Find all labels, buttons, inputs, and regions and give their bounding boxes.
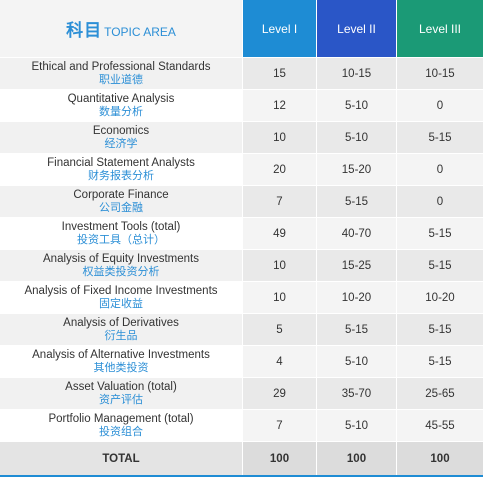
topic-header-zh: 科目	[66, 21, 103, 40]
topic-name-zh: 固定收益	[99, 297, 143, 310]
table-row: Economics 经济学 10 5-10 5-15	[0, 121, 483, 153]
topic-name-zh: 数量分析	[99, 105, 143, 118]
total-label: TOTAL	[0, 441, 242, 475]
topic-name-en: Analysis of Alternative Investments	[32, 348, 210, 361]
level-2-weight: 10-15	[316, 57, 396, 89]
level-3-total: 100	[396, 441, 483, 475]
level-3-weight: 25-65	[396, 377, 483, 409]
topic-name-en: Analysis of Derivatives	[63, 316, 179, 329]
topic-name-zh: 经济学	[104, 137, 138, 150]
table-row: Analysis of Derivatives 衍生品 5 5-15 5-15	[0, 313, 483, 345]
level-2-weight: 10-20	[316, 281, 396, 313]
table-row: Financial Statement Analysts 财务报表分析 20 15…	[0, 153, 483, 185]
level-1-weight: 10	[242, 249, 316, 281]
topic-name-zh: 其他类投资	[93, 361, 149, 374]
topic-cell: Analysis of Alternative Investments 其他类投资	[0, 345, 242, 377]
topic-area-header: 科目 TOPIC AREA	[0, 0, 242, 57]
topic-name-en: Investment Tools (total)	[61, 220, 181, 233]
topic-name-zh: 投资组合	[99, 425, 143, 438]
level-3-weight: 45-55	[396, 409, 483, 441]
topic-cell: Economics 经济学	[0, 121, 242, 153]
topic-name-en: Asset Valuation (total)	[65, 380, 177, 393]
level-1-weight: 20	[242, 153, 316, 185]
topic-name-zh: 投资工具（总计）	[77, 233, 165, 246]
topic-cell: Analysis of Derivatives 衍生品	[0, 313, 242, 345]
topic-cell: Quantitative Analysis 数量分析	[0, 89, 242, 121]
topic-name-en: Analysis of Fixed Income Investments	[24, 284, 218, 297]
topic-header-en: TOPIC AREA	[104, 25, 176, 39]
table-row: Portfolio Management (total) 投资组合 7 5-10 …	[0, 409, 483, 441]
level-2-weight: 5-15	[316, 313, 396, 345]
level-3-weight: 10-20	[396, 281, 483, 313]
level-3-weight: 10-15	[396, 57, 483, 89]
topic-name-zh: 公司金融	[99, 201, 143, 214]
total-row: TOTAL 100 100 100	[0, 441, 483, 475]
level-1-weight: 5	[242, 313, 316, 345]
topic-name-en: Financial Statement Analysts	[47, 156, 195, 169]
table-row: Analysis of Equity Investments 权益类投资分析 10…	[0, 249, 483, 281]
level-1-total: 100	[242, 441, 316, 475]
level-1-header: Level I	[242, 0, 316, 57]
level-2-weight: 5-15	[316, 185, 396, 217]
topic-name-en: Portfolio Management (total)	[48, 412, 194, 425]
topic-name-zh: 职业道德	[99, 73, 143, 86]
level-1-weight: 7	[242, 185, 316, 217]
table-row: Analysis of Fixed Income Investments 固定收益…	[0, 281, 483, 313]
level-3-header: Level III	[396, 0, 483, 57]
topic-cell: Financial Statement Analysts 财务报表分析	[0, 153, 242, 185]
level-1-weight: 49	[242, 217, 316, 249]
level-1-weight: 4	[242, 345, 316, 377]
table-row: Corporate Finance 公司金融 7 5-15 0	[0, 185, 483, 217]
level-2-weight: 40-70	[316, 217, 396, 249]
level-3-weight: 0	[396, 185, 483, 217]
level-3-weight: 0	[396, 153, 483, 185]
level-2-total: 100	[316, 441, 396, 475]
topic-name-en: Quantitative Analysis	[67, 92, 175, 105]
topic-name-zh: 资产评估	[99, 393, 143, 406]
topic-name-zh: 衍生品	[104, 329, 138, 342]
level-2-header: Level II	[316, 0, 396, 57]
topic-name-en: Analysis of Equity Investments	[43, 252, 199, 265]
level-1-weight: 10	[242, 121, 316, 153]
topic-cell: Investment Tools (total) 投资工具（总计）	[0, 217, 242, 249]
table-row: Analysis of Alternative Investments 其他类投资…	[0, 345, 483, 377]
level-1-weight: 29	[242, 377, 316, 409]
level-3-weight: 5-15	[396, 345, 483, 377]
topic-name-en: Ethical and Professional Standards	[31, 60, 211, 73]
level-2-weight: 15-20	[316, 153, 396, 185]
level-3-weight: 5-15	[396, 249, 483, 281]
topic-name-en: Corporate Finance	[73, 188, 169, 201]
table-row: Quantitative Analysis 数量分析 12 5-10 0	[0, 89, 483, 121]
topic-cell: Analysis of Equity Investments 权益类投资分析	[0, 249, 242, 281]
level-2-weight: 5-10	[316, 409, 396, 441]
level-2-weight: 5-10	[316, 89, 396, 121]
topic-cell: Ethical and Professional Standards 职业道德	[0, 57, 242, 89]
table-header-row: 科目 TOPIC AREA Level I Level II Level III	[0, 0, 483, 57]
topic-name-en: Economics	[92, 124, 150, 137]
level-1-weight: 7	[242, 409, 316, 441]
topic-cell: Corporate Finance 公司金融	[0, 185, 242, 217]
table-row: Ethical and Professional Standards 职业道德 1…	[0, 57, 483, 89]
topic-cell: Analysis of Fixed Income Investments 固定收益	[0, 281, 242, 313]
table-row: Investment Tools (total) 投资工具（总计） 49 40-7…	[0, 217, 483, 249]
level-1-weight: 15	[242, 57, 316, 89]
level-1-weight: 10	[242, 281, 316, 313]
level-3-weight: 5-15	[396, 121, 483, 153]
topic-cell: Portfolio Management (total) 投资组合	[0, 409, 242, 441]
level-2-weight: 35-70	[316, 377, 396, 409]
level-1-weight: 12	[242, 89, 316, 121]
level-2-weight: 5-10	[316, 345, 396, 377]
level-3-weight: 5-15	[396, 313, 483, 345]
level-2-weight: 5-10	[316, 121, 396, 153]
topic-cell: Asset Valuation (total) 资产评估	[0, 377, 242, 409]
table-row: Asset Valuation (total) 资产评估 29 35-70 25-…	[0, 377, 483, 409]
topic-name-zh: 财务报表分析	[88, 169, 154, 182]
topic-name-zh: 权益类投资分析	[82, 265, 160, 278]
level-3-weight: 5-15	[396, 217, 483, 249]
level-2-weight: 15-25	[316, 249, 396, 281]
level-3-weight: 0	[396, 89, 483, 121]
